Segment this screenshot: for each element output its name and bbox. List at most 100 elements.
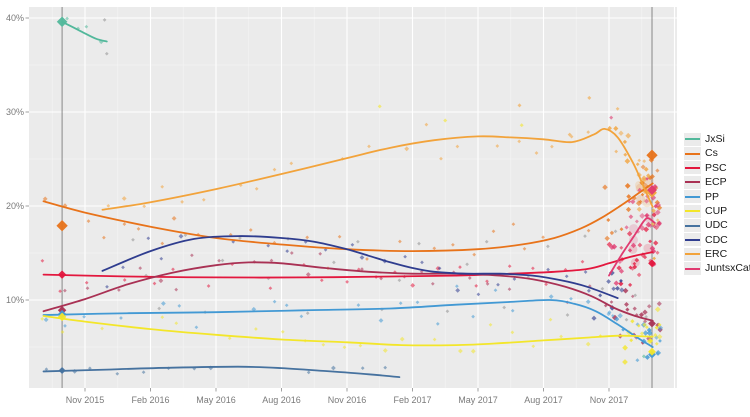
poll-point <box>630 266 635 271</box>
trend-line-ERC <box>101 127 654 211</box>
poll-point-outlier <box>517 103 522 108</box>
poll-point-outlier <box>609 115 614 120</box>
result-2015-JxSi <box>56 16 68 28</box>
legend-label: PP <box>705 190 720 203</box>
poll-point <box>615 286 620 291</box>
poll-point-outlier <box>567 132 572 137</box>
poll-point-other <box>238 236 242 240</box>
poll-point-other <box>104 51 109 56</box>
result-2017-PSC <box>648 259 656 268</box>
poll-point <box>180 200 184 204</box>
poll-point <box>609 230 615 236</box>
poll-point <box>625 206 632 213</box>
y-tick-label: 20% <box>6 201 24 211</box>
poll-point-other <box>131 237 135 242</box>
poll-halo <box>636 194 646 204</box>
poll-point-outlier <box>635 358 640 363</box>
poll-point <box>640 192 645 197</box>
result-2015-UDC <box>58 366 66 375</box>
legend-item-cup: CUP <box>684 204 750 218</box>
poll-halo <box>629 235 638 245</box>
legend-key <box>684 132 701 146</box>
result-2015-CUP <box>57 312 67 322</box>
poll-point <box>106 204 111 208</box>
poll-point <box>616 265 622 271</box>
poll-point <box>65 16 69 21</box>
panel-background <box>29 7 677 388</box>
x-tick-label: May 2017 <box>458 395 498 405</box>
poll-point <box>201 197 206 202</box>
poll-point <box>160 241 165 246</box>
x-tick-label: Feb 2017 <box>393 395 431 405</box>
poll-halo <box>629 224 639 234</box>
legend-swatch-line <box>685 224 700 227</box>
legend-label: PSC <box>705 161 727 174</box>
poll-point <box>615 106 620 111</box>
trend-line-JxSi <box>61 20 108 43</box>
poll-point <box>654 325 659 330</box>
legend-key <box>684 233 701 247</box>
legend-swatch-line <box>685 167 700 169</box>
poll-point <box>644 198 650 204</box>
poll-point <box>643 166 649 172</box>
legend-swatch-line <box>685 152 700 155</box>
legend-label: ECP <box>705 176 727 189</box>
legend-key <box>684 247 701 261</box>
poll-point <box>630 242 637 249</box>
poll-point <box>652 256 657 261</box>
legend-item-juntsxcat: JuntsxCat <box>684 262 750 276</box>
poll-point-other <box>102 18 107 22</box>
x-tick-label: Feb 2016 <box>131 395 169 405</box>
poll-point <box>635 162 640 167</box>
x-tick-label: Nov 2015 <box>66 395 105 405</box>
legend-key <box>684 161 701 175</box>
legend-swatch-line <box>685 253 700 256</box>
x-tick-label: Aug 2017 <box>524 395 563 405</box>
poll-point <box>84 24 89 29</box>
trend-line-CDC <box>101 235 619 299</box>
legend-key <box>684 175 701 189</box>
trend-line-CUP <box>42 315 654 347</box>
legend-item-ecp: ECP <box>684 175 750 189</box>
poll-point <box>630 199 636 205</box>
legend-swatch-line <box>685 267 700 270</box>
poll-point <box>644 354 651 360</box>
trend-line-PP <box>42 299 654 348</box>
poll-point <box>624 158 631 164</box>
poll-point <box>644 212 650 218</box>
legend-key <box>684 190 701 204</box>
poll-point <box>623 152 628 157</box>
poll-point <box>640 164 646 170</box>
legend-label: Cs <box>705 147 718 160</box>
legend-item-udc: UDC <box>684 218 750 233</box>
poll-point <box>626 230 633 237</box>
poll-point <box>646 338 653 345</box>
poll-point <box>190 253 194 258</box>
poll-point <box>617 313 623 319</box>
poll-point <box>622 344 628 351</box>
poll-point-outlier <box>641 354 646 359</box>
trend-lines <box>42 20 656 378</box>
poll-point <box>646 327 652 333</box>
poll-point <box>613 280 620 286</box>
x-tick-label: Nov 2017 <box>590 395 629 405</box>
legend-key <box>684 204 701 218</box>
legend-item-cs: Cs <box>684 146 750 161</box>
poll-point <box>626 194 632 199</box>
poll-point <box>656 334 663 340</box>
poll-halo <box>630 258 640 268</box>
legend-item-pp: PP <box>684 190 750 204</box>
legend-label: CUP <box>705 204 728 217</box>
legend-swatch-line <box>685 181 700 184</box>
poll-point <box>637 158 641 163</box>
poll-point <box>642 330 649 336</box>
legend-swatch-line <box>685 195 700 198</box>
legend-key <box>684 262 701 276</box>
poll-point <box>607 310 612 315</box>
poll-point <box>146 236 151 241</box>
y-tick-label: 30% <box>6 107 24 117</box>
poll-point <box>645 177 649 181</box>
legend-key <box>684 219 701 233</box>
